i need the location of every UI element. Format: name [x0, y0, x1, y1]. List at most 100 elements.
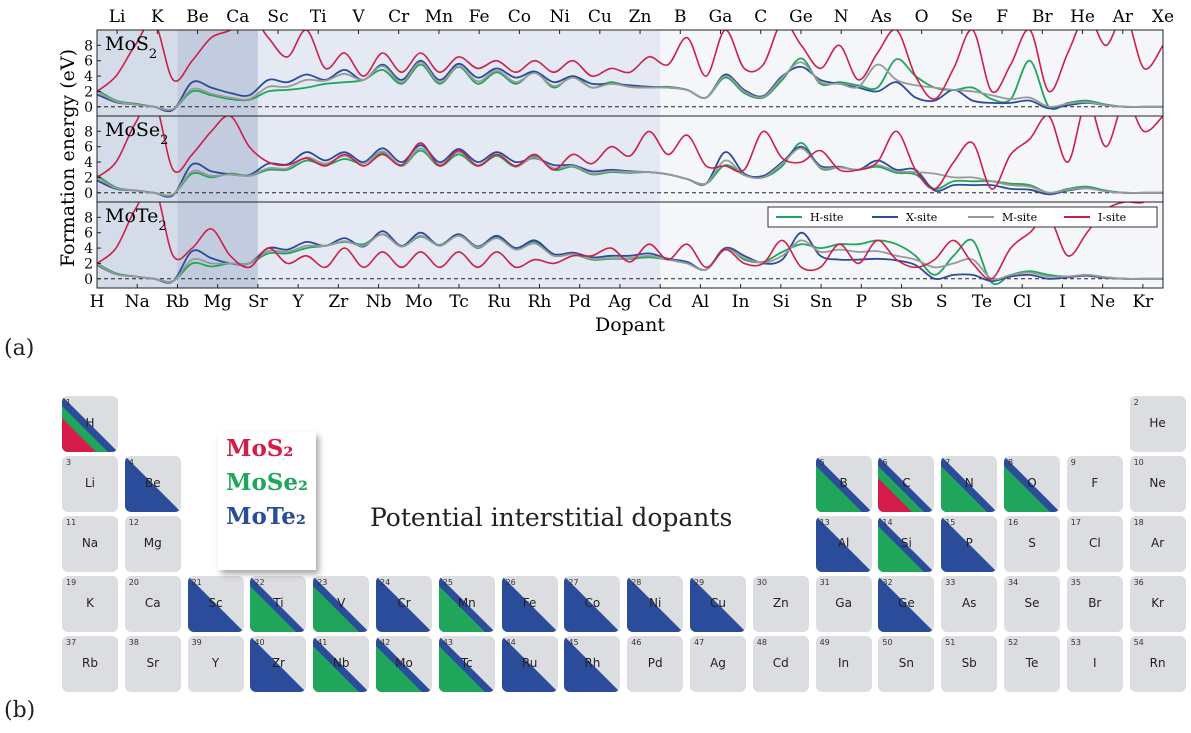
x-bottom-tick-label: Te: [972, 292, 992, 312]
legend-entry: X-site: [906, 211, 937, 224]
atomic-number: 21: [191, 578, 202, 587]
dopant-marker: [438, 636, 495, 692]
element-symbol: He: [1149, 416, 1166, 430]
dopant-marker: [438, 576, 495, 632]
y-tick-label: 2: [84, 256, 93, 272]
x-bottom-tick-label: H: [90, 292, 105, 312]
y-tick-label: 0: [84, 100, 93, 116]
element-symbol: Cl: [1088, 536, 1101, 550]
atomic-number: 22: [254, 578, 265, 587]
atomic-number: 9: [1070, 458, 1076, 467]
element-symbol: Zn: [772, 596, 789, 610]
element-symbol: Al: [837, 536, 850, 550]
series-line-i-site: [97, 202, 1146, 280]
x-top-tick-label: Cr: [388, 7, 410, 27]
element-symbol: F: [1091, 476, 1099, 490]
x-top-tick-label: N: [834, 7, 849, 27]
panel-label-a: (a): [4, 336, 35, 361]
element-cell-be: 4 Be: [124, 456, 181, 512]
x-top-tick-label: Be: [186, 7, 209, 27]
element-symbol: Y: [211, 656, 220, 670]
element-cell-mn: 25 Mn: [438, 576, 495, 632]
x-top-tick-label: Ge: [789, 7, 813, 27]
dopant-marker: [250, 636, 307, 692]
x-bottom-tick-label: Tc: [449, 292, 469, 312]
x-top-tick-label: O: [915, 7, 929, 27]
panel-frame: [96, 201, 1164, 289]
element-cell-ne: 10 Ne: [1129, 456, 1186, 512]
dopant-marker: [313, 576, 370, 632]
element-symbol: B: [839, 476, 848, 490]
x-top-tick-label: Fe: [469, 7, 490, 27]
atomic-number: 36: [1133, 578, 1144, 587]
atomic-number: 6: [882, 458, 888, 467]
atomic-number: 17: [1070, 518, 1081, 527]
element-cell-sn: 50 Sn: [878, 636, 935, 692]
atomic-number: 18: [1133, 518, 1144, 527]
atomic-number: 41: [317, 638, 328, 647]
dopant-marker: [941, 456, 998, 512]
element-symbol: Tc: [460, 656, 473, 670]
atomic-number: 23: [317, 578, 328, 587]
dopant-marker: [941, 516, 998, 572]
element-symbol: V: [337, 596, 346, 610]
element-symbol: Zr: [271, 656, 285, 670]
atomic-number: 2: [1133, 398, 1139, 407]
element-symbol: H: [85, 416, 95, 430]
atomic-number: 33: [945, 578, 956, 587]
y-tick-label: 6: [84, 140, 93, 156]
element-cell-ni: 28 Ni: [627, 576, 684, 632]
dopant-marker: [1004, 456, 1060, 512]
y-tick-label: 6: [84, 54, 93, 70]
x-bottom-tick-label: Mo: [405, 292, 433, 312]
element-symbol: Ne: [1149, 476, 1166, 490]
element-cell-y: 39 Y: [187, 636, 244, 692]
legend-mose2: MoSe₂: [226, 469, 309, 496]
x-bottom-tick-label: Y: [292, 292, 305, 312]
y-tick-label: 0: [84, 272, 93, 288]
atomic-number: 51: [945, 638, 956, 647]
atomic-number: 52: [1008, 638, 1019, 647]
series-line-x-site: [97, 230, 1163, 284]
element-cell-co: 27 Co: [564, 576, 621, 632]
y-tick-label: 4: [84, 69, 93, 85]
atomic-number: 38: [128, 638, 139, 647]
atomic-number: 39: [191, 638, 202, 647]
element-symbol: Ga: [835, 596, 852, 610]
dopant-marker: [376, 636, 432, 692]
element-symbol: Si: [900, 536, 912, 550]
element-symbol: Ag: [710, 656, 726, 670]
x-bottom-tick-label: Ag: [607, 292, 631, 312]
dopant-marker: [815, 516, 872, 572]
atomic-number: 35: [1070, 578, 1081, 587]
atomic-number: 3: [66, 458, 72, 467]
series-line-m-site: [97, 61, 1163, 111]
element-cell-br: 35 Br: [1066, 576, 1123, 632]
x-bottom-tick-label: Si: [772, 292, 790, 312]
dopant-marker: [187, 576, 244, 632]
y-tick-label: 8: [84, 38, 93, 54]
x-bottom-tick-label: Al: [691, 292, 710, 312]
element-cell-mg: 12 Mg: [124, 516, 181, 572]
atomic-number: 24: [380, 578, 391, 587]
element-cell-ge: 32 Ge: [878, 576, 935, 632]
element-symbol: Cd: [772, 656, 789, 670]
legend-entry: M-site: [1002, 211, 1037, 224]
x-bottom-tick-label: Ne: [1090, 292, 1115, 312]
x-bottom-tick-label: Mg: [204, 292, 232, 312]
x-bottom-tick-label: Cl: [1013, 292, 1031, 312]
y-tick-label: 2: [84, 84, 93, 100]
dopant-marker: [690, 576, 746, 632]
atomic-number: 11: [66, 518, 77, 527]
element-symbol: I: [1093, 656, 1097, 670]
y-tick-label: 2: [84, 170, 93, 186]
x-bottom-tick-label: Zr: [328, 292, 349, 312]
element-symbol: Co: [584, 596, 601, 610]
atomic-number: 40: [254, 638, 265, 647]
x-bottom-tick-label: In: [732, 292, 750, 312]
element-symbol: Ru: [521, 656, 538, 670]
x-top-tick-label: Ti: [310, 7, 327, 27]
